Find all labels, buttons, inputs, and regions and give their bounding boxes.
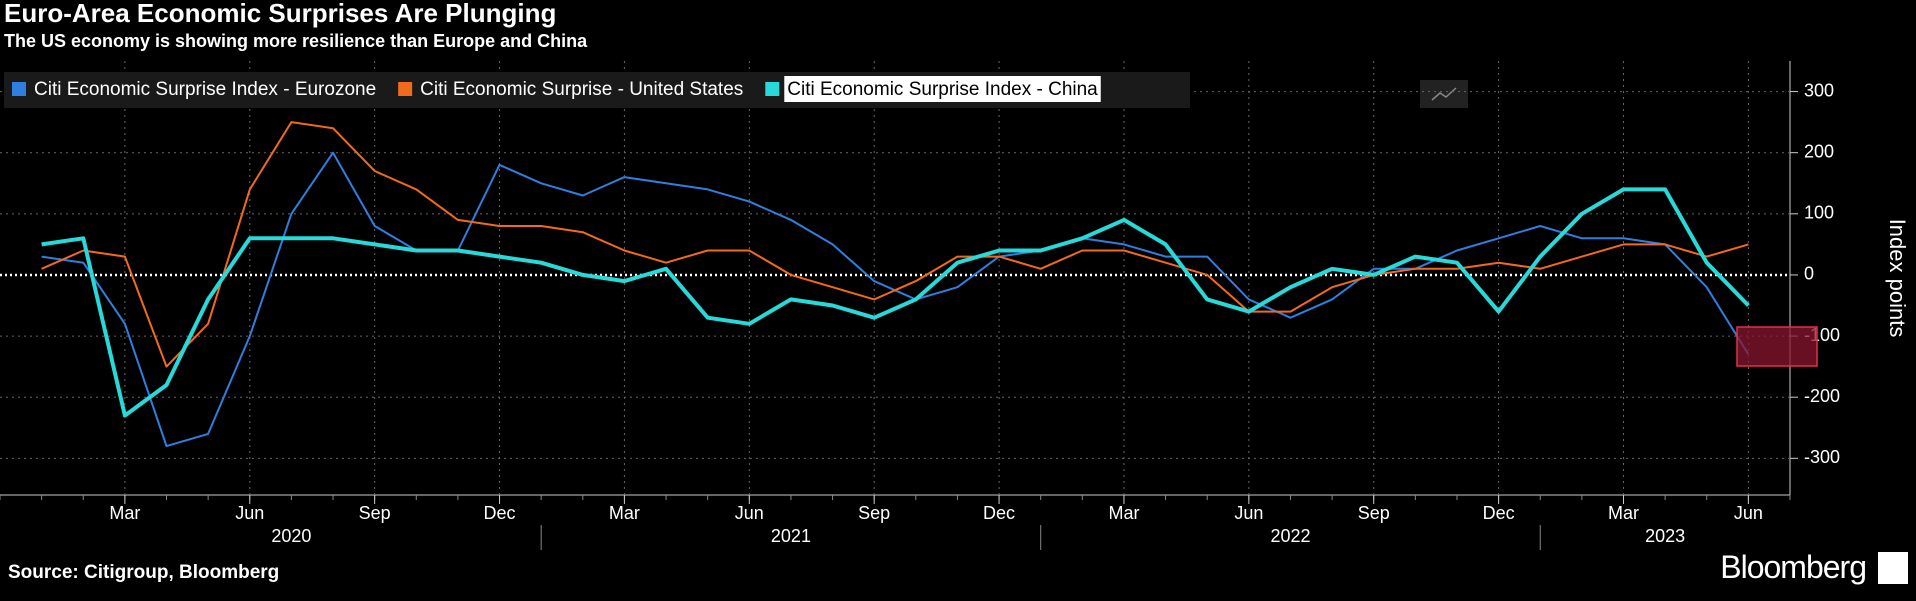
- x-tick-label: Dec: [1483, 503, 1515, 523]
- x-tick-label: Sep: [1358, 503, 1390, 523]
- source: Source: Citigroup, Bloomberg: [8, 562, 279, 583]
- x-tick-label: Mar: [609, 503, 640, 523]
- x-tick-label: Jun: [1734, 503, 1763, 523]
- x-tick-label: Sep: [858, 503, 890, 523]
- y-tick-label: 300: [1804, 80, 1834, 100]
- y-axis-label: Index points: [1885, 219, 1910, 338]
- legend-label: Citi Economic Surprise Index - China: [787, 79, 1098, 100]
- y-tick-label: -200: [1804, 386, 1840, 406]
- legend-swatch: [12, 82, 26, 96]
- y-tick-label: 0: [1804, 264, 1814, 284]
- y-tick-label: 200: [1804, 141, 1834, 161]
- x-tick-label: Mar: [1108, 503, 1139, 523]
- chart-title: Euro-Area Economic Surprises Are Plungin…: [4, 0, 556, 28]
- year-label: 2021: [771, 526, 811, 546]
- x-tick-label: Sep: [359, 503, 391, 523]
- x-tick-label: Jun: [1234, 503, 1263, 523]
- legend-swatch: [398, 82, 413, 96]
- x-tick-label: Mar: [1608, 503, 1639, 523]
- x-tick-label: Dec: [983, 503, 1015, 523]
- year-label: 2023: [1645, 526, 1685, 546]
- legend-label: Citi Economic Surprise Index - Eurozone: [34, 79, 376, 100]
- legend: Citi Economic Surprise Index - Eurozone C…: [4, 72, 1190, 108]
- y-tick-label: -300: [1804, 447, 1840, 467]
- chart-subtitle: The US economy is showing more resilienc…: [4, 31, 588, 51]
- legend-label: Citi Economic Surprise - United States: [420, 79, 743, 100]
- series-line: [41, 121, 1749, 368]
- legend-highlight: [784, 76, 1101, 102]
- chart-type-icon: [1420, 80, 1468, 108]
- year-label: 2022: [1270, 526, 1310, 546]
- series-line: [41, 151, 1750, 448]
- legend-swatch: [765, 82, 780, 96]
- y-tick-label: 100: [1804, 203, 1834, 223]
- brand-icon: [1878, 552, 1908, 584]
- brand: Bloomberg: [1720, 549, 1866, 585]
- year-label: 2020: [271, 526, 311, 546]
- chart-type-icon-line: [1431, 87, 1457, 101]
- x-tick-label: Jun: [735, 503, 764, 523]
- x-tick-label: Dec: [484, 503, 516, 523]
- series-line: [41, 187, 1750, 418]
- x-tick-label: Jun: [235, 503, 264, 523]
- x-tick-label: Mar: [109, 503, 140, 523]
- highlight-box: [1736, 326, 1818, 367]
